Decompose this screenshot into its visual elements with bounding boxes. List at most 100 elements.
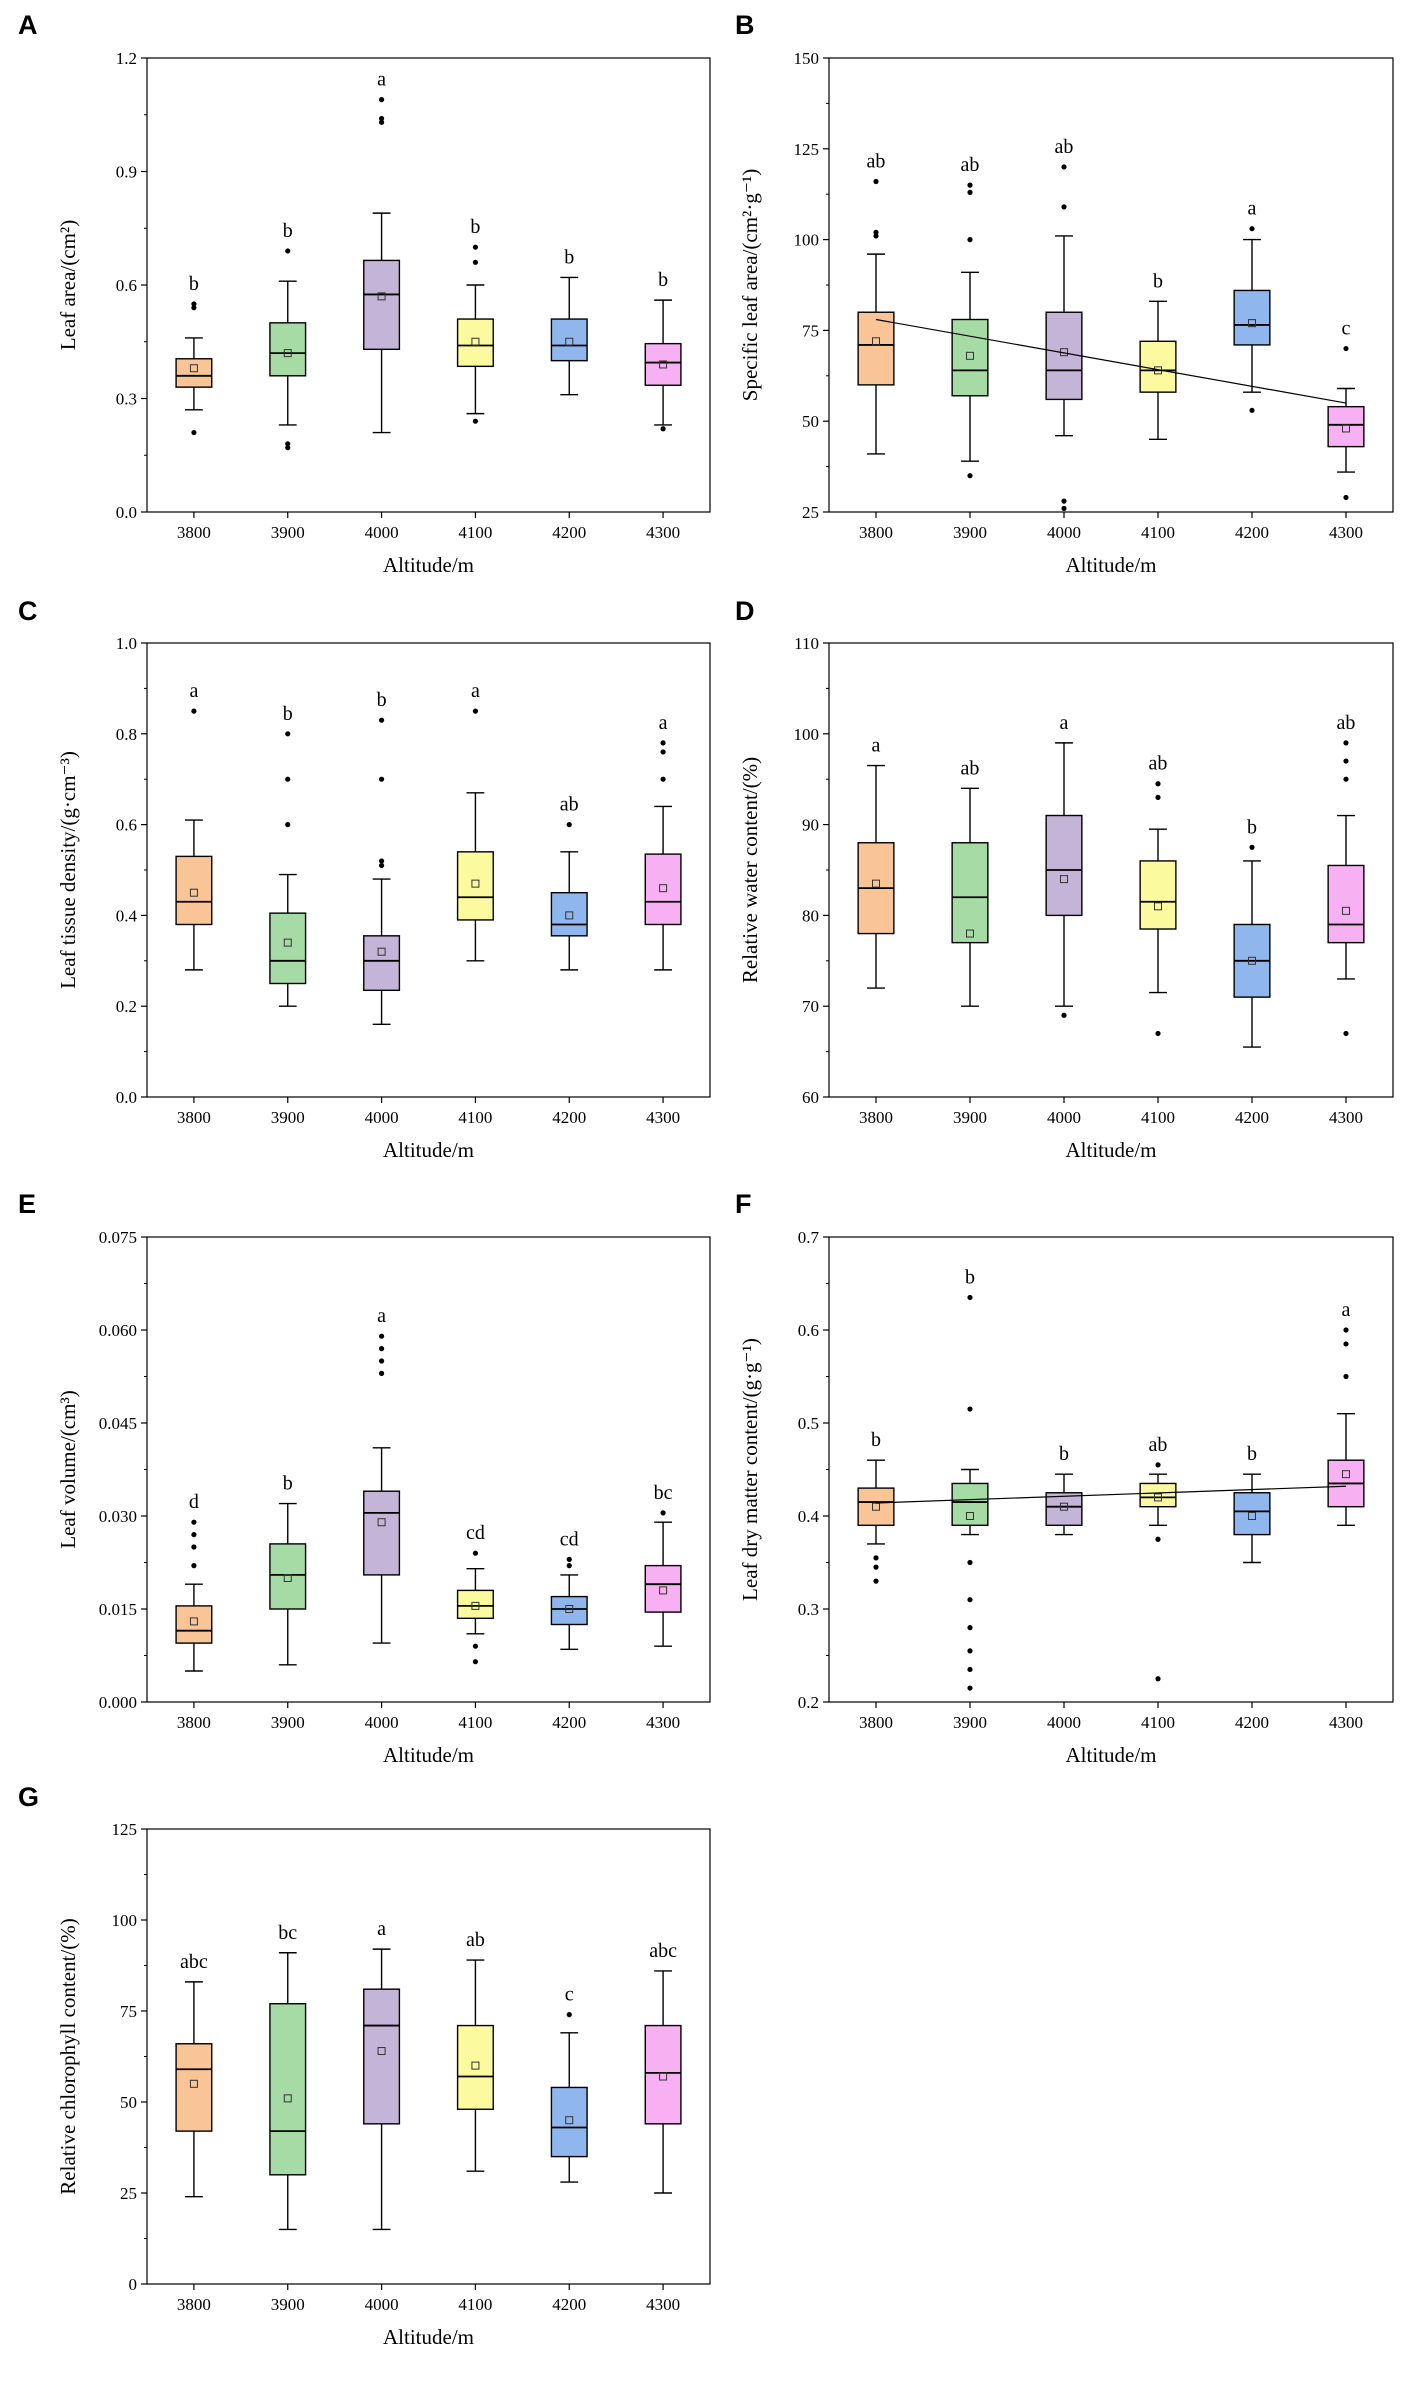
outlier-point <box>285 822 291 828</box>
box-4100: ab <box>456 1929 494 2172</box>
y-tick-label: 50 <box>802 412 819 431</box>
outlier-point <box>660 749 666 755</box>
outlier-point <box>285 445 291 451</box>
iqr-box <box>363 1490 401 1576</box>
significance-letter: a <box>1248 198 1257 220</box>
mean-marker <box>471 1601 480 1610</box>
mean-marker <box>189 2079 198 2088</box>
outlier-point <box>566 1563 572 1569</box>
box-4000: a <box>363 1305 401 1644</box>
mean-marker <box>966 351 974 360</box>
y-tick-label: 0.2 <box>116 997 137 1016</box>
outlier-point <box>472 1643 479 1649</box>
outlier-point <box>967 1597 973 1603</box>
significance-letter: c <box>1342 318 1351 340</box>
significance-letter: b <box>658 269 668 291</box>
x-tick-label: 4300 <box>1329 523 1363 542</box>
outlier-point <box>378 97 385 103</box>
outlier-point <box>873 178 879 185</box>
panel-letter: B <box>735 10 755 40</box>
box-4300: a <box>644 712 682 971</box>
mean-marker <box>283 938 292 947</box>
y-tick-label: 0.0 <box>116 1088 137 1107</box>
mean-marker <box>471 337 480 346</box>
box-3900: b <box>951 1266 989 1691</box>
significance-letter: b <box>283 1473 293 1495</box>
x-tick-label: 4100 <box>458 1108 492 1127</box>
significance-letter: cd <box>466 1522 485 1544</box>
chart-panel-d: D 60 70 80 90 100 110 3800 3900 4000 4100 4200 4300 A… <box>735 596 1394 1162</box>
x-tick-label: 3800 <box>177 2295 211 2314</box>
iqr-box <box>550 2086 588 2158</box>
significance-letter: b <box>470 216 480 238</box>
box-4100: b <box>456 216 494 424</box>
y-tick-label: 0.030 <box>99 1507 137 1526</box>
panel-letter: E <box>18 1189 36 1219</box>
box-4100: b <box>1139 270 1177 441</box>
box-4100: ab <box>1139 753 1177 1037</box>
iqr-box <box>363 935 401 992</box>
mean-marker <box>872 337 880 346</box>
outlier-point <box>191 1519 197 1525</box>
x-tick-label: 4100 <box>458 523 492 542</box>
iqr-box <box>1139 1482 1177 1508</box>
outlier-point <box>378 1346 385 1352</box>
iqr-box <box>644 1564 682 1613</box>
y-tick-label: 90 <box>802 816 819 835</box>
y-tick-label: 0.045 <box>99 1414 137 1433</box>
y-axis-title: Specific leaf area/(cm²·g⁻¹) <box>738 169 762 401</box>
iqr-box <box>269 1543 307 1610</box>
iqr-box <box>269 912 307 985</box>
outlier-point <box>967 1559 973 1566</box>
box-3900: b <box>269 220 307 451</box>
y-tick-label: 25 <box>120 2184 137 2203</box>
y-tick-label: 0.9 <box>116 163 137 182</box>
mean-marker <box>1342 1470 1350 1479</box>
outlier-point <box>566 822 572 828</box>
x-tick-label: 4000 <box>365 1713 399 1732</box>
y-axis-title: Leaf tissue density/(g·cm⁻³) <box>56 751 80 989</box>
y-tick-label: 70 <box>802 997 819 1016</box>
outlier-point <box>285 441 291 447</box>
mean-marker <box>189 888 198 897</box>
significance-letter: ab <box>961 757 980 779</box>
significance-letter: b <box>283 220 293 242</box>
box-4200: ab <box>550 794 588 971</box>
y-tick-label: 0.3 <box>798 1600 819 1619</box>
box-4200: c <box>550 1984 588 2183</box>
significance-letter: b <box>871 1429 881 1451</box>
iqr-box <box>1233 289 1271 346</box>
x-tick-label: 4000 <box>365 523 399 542</box>
y-tick-label: 0.000 <box>99 1693 137 1712</box>
mean-marker <box>189 364 198 373</box>
outlier-point <box>191 305 197 311</box>
iqr-box <box>175 358 213 388</box>
box-3900: ab <box>951 154 989 479</box>
outlier-point <box>967 1625 973 1631</box>
chart-panel-b: B 25 50 75 100 125 150 3800 3900 4000 4100 4200 4300… <box>735 10 1394 577</box>
significance-letter: bc <box>654 1482 673 1504</box>
box-4300: b <box>644 269 682 432</box>
significance-letter: b <box>283 703 293 725</box>
x-tick-label: 4200 <box>552 1713 586 1732</box>
y-tick-label: 80 <box>802 906 819 925</box>
x-tick-label: 4000 <box>1047 523 1081 542</box>
x-tick-label: 4000 <box>365 2295 399 2314</box>
chart-panel-e: E 0.000 0.015 0.030 0.045 0.060 0.075 3800 3900 4… <box>18 1189 711 1767</box>
outlier-point <box>873 1564 879 1570</box>
x-tick-label: 4200 <box>1235 1713 1269 1732</box>
mean-marker <box>377 1518 386 1527</box>
mean-marker <box>1154 902 1162 911</box>
outlier-point <box>1061 1012 1067 1018</box>
outlier-point <box>1061 498 1067 504</box>
mean-marker <box>377 2047 386 2056</box>
significance-letter: a <box>189 680 198 702</box>
chart-panel-a: A 0.0 0.3 0.6 0.9 1.2 3800 3900 4000 4100 4200 4300… <box>18 10 711 577</box>
box-4200: b <box>550 246 588 396</box>
significance-letter: abc <box>180 1951 208 1973</box>
box-3900: b <box>269 703 307 1007</box>
box-4200: cd <box>550 1528 588 1651</box>
mean-marker <box>966 929 974 938</box>
y-tick-label: 150 <box>794 49 820 68</box>
x-tick-label: 3800 <box>859 1108 893 1127</box>
